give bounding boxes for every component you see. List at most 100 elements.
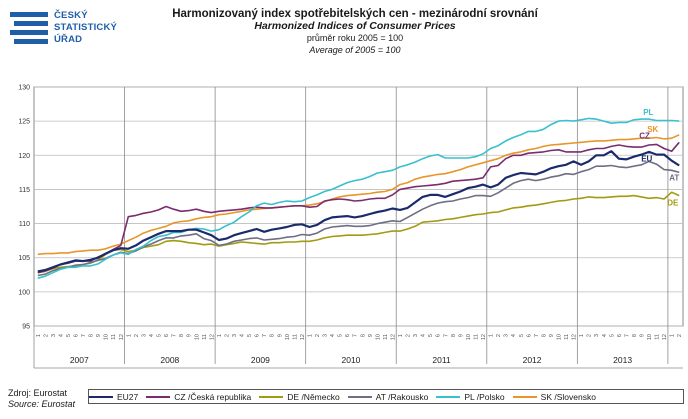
month-tick-label: 2 — [315, 334, 321, 337]
month-tick-label: 9 — [187, 334, 193, 337]
month-tick-label: 12 — [390, 334, 396, 340]
legend-label: CZ /Česká republika — [174, 391, 252, 402]
logo: ČESKÝ STATISTICKÝ ÚŘAD — [10, 8, 150, 52]
chart-title-en: Harmonized Indices of Consumer Prices — [254, 20, 456, 32]
series-line-sk — [37, 134, 680, 256]
month-tick-label: 7 — [534, 334, 540, 337]
legend-swatch — [436, 395, 461, 398]
month-tick-label: 3 — [413, 334, 419, 337]
month-tick-label: 7 — [262, 334, 268, 337]
legend-swatch — [146, 395, 171, 398]
end-label-cz: CZ — [639, 131, 650, 140]
month-tick-label: 6 — [74, 334, 80, 337]
month-tick-label: 6 — [617, 334, 623, 337]
month-tick-label: 11 — [655, 334, 661, 340]
month-tick-label: 11 — [473, 334, 479, 340]
month-tick-label: 11 — [383, 334, 389, 340]
y-tick-label: 120 — [18, 153, 30, 160]
month-tick-label: 6 — [345, 334, 351, 337]
year-label: 2007 — [70, 355, 89, 365]
logo-line-2: STATISTICKÝ — [54, 22, 118, 33]
month-tick-label: 12 — [662, 334, 668, 340]
legend-item-cz: CZ /Česká republika — [146, 392, 251, 402]
logo-stripes-icon — [10, 12, 48, 44]
legend-label: DE /Německo — [287, 391, 340, 402]
month-tick-label: 3 — [51, 334, 57, 337]
month-tick-label: 9 — [96, 334, 102, 337]
month-tick-label: 12 — [300, 334, 306, 340]
legend-item-eu27: EU27 — [89, 392, 138, 402]
end-label-sk: SK — [647, 125, 658, 134]
month-tick-label: 11 — [202, 334, 208, 340]
month-tick-label: 1 — [126, 334, 132, 337]
legend-item-pl: PL /Polsko — [436, 392, 505, 402]
month-tick-label: 1 — [489, 334, 495, 337]
legend-label: SK /Slovensko — [540, 391, 596, 402]
legend: EU27 CZ /Česká republika DE /Německo AT /Ra… — [88, 389, 684, 404]
month-tick-label: 10 — [556, 334, 562, 340]
series-line-eu27 — [37, 150, 680, 273]
y-axis: 95 100 105 110 115 120 125 130 — [18, 85, 30, 331]
series-end-labels: EU CZ DE AT PL SK — [639, 108, 679, 207]
month-tick-label: 3 — [594, 334, 600, 337]
month-tick-label: 7 — [353, 334, 359, 337]
month-tick-label: 6 — [436, 334, 442, 337]
month-tick-label: 7 — [81, 334, 87, 337]
month-tick-label: 3 — [232, 334, 238, 337]
month-tick-label: 10 — [285, 334, 291, 340]
chart-subtitle-cz: průměr roku 2005 = 100 — [306, 33, 404, 43]
month-tick-label: 11 — [111, 334, 117, 340]
month-tick-label: 2 — [134, 334, 140, 337]
month-tick-label: 7 — [443, 334, 449, 337]
legend-label: EU27 — [117, 391, 139, 402]
month-tick-label: 1 — [579, 334, 585, 337]
legend-swatch — [512, 395, 537, 398]
month-tick-label: 4 — [421, 334, 427, 337]
legend-item-sk: SK /Slovensko — [512, 391, 596, 402]
year-label: 2008 — [160, 355, 179, 365]
month-tick-label: 8 — [360, 334, 366, 337]
year-label: 2011 — [432, 355, 451, 365]
month-tick-label: 9 — [277, 334, 283, 337]
month-tick-label: 2 — [224, 334, 230, 337]
year-label: 2009 — [251, 355, 270, 365]
legend-item-de: DE /Německo — [259, 391, 340, 402]
month-tick-label: 11 — [292, 334, 298, 340]
chart-titles: Harmonizovaný index spotřebitelských cen… — [150, 8, 560, 56]
legend-swatch — [259, 395, 284, 398]
month-tick-label: 1 — [307, 334, 313, 337]
month-tick-label: 5 — [66, 334, 72, 337]
legend-swatch — [347, 395, 372, 398]
month-tick-label: 6 — [255, 334, 261, 337]
month-tick-label: 3 — [141, 334, 147, 337]
month-tick-label: 1 — [36, 334, 42, 337]
month-tick-label: 11 — [564, 334, 570, 340]
month-tick-label: 4 — [511, 334, 517, 337]
legend-item-at: AT /Rakousko — [347, 392, 428, 402]
month-tick-label: 4 — [330, 334, 336, 337]
logo-line-3: ÚŘAD — [54, 34, 83, 45]
x-axis: 1 2 3 4 5 6 7 8 9 10 11 12 1 2 3 4 5 6 7 8 9 10 11 12 1 2 3 4 5 6 7 8 9 1… — [36, 334, 683, 365]
chart-title-cz: Harmonizovaný index spotřebitelských cen… — [172, 8, 538, 20]
y-tick-label: 130 — [18, 85, 30, 92]
month-tick-label: 10 — [466, 334, 472, 340]
month-tick-label: 5 — [519, 334, 525, 337]
month-tick-label: 8 — [451, 334, 457, 337]
month-tick-label: 10 — [194, 334, 200, 340]
month-tick-label: 5 — [157, 334, 163, 337]
source-note: Zdroj: Eurostat Source: Eurostat — [8, 388, 75, 410]
end-label-at: AT — [669, 173, 679, 182]
month-tick-label: 1 — [217, 334, 223, 337]
month-tick-label: 5 — [609, 334, 615, 337]
y-tick-label: 100 — [18, 289, 30, 296]
year-label: 2012 — [523, 355, 542, 365]
y-tick-label: 110 — [19, 221, 30, 228]
month-tick-label: 1 — [670, 334, 676, 337]
end-label-eu27: EU — [641, 155, 652, 164]
series-line-de — [37, 191, 680, 274]
month-tick-label: 1 — [398, 334, 404, 337]
month-tick-label: 9 — [549, 334, 555, 337]
month-tick-label: 10 — [375, 334, 381, 340]
source-cz: Zdroj: Eurostat — [8, 388, 68, 398]
